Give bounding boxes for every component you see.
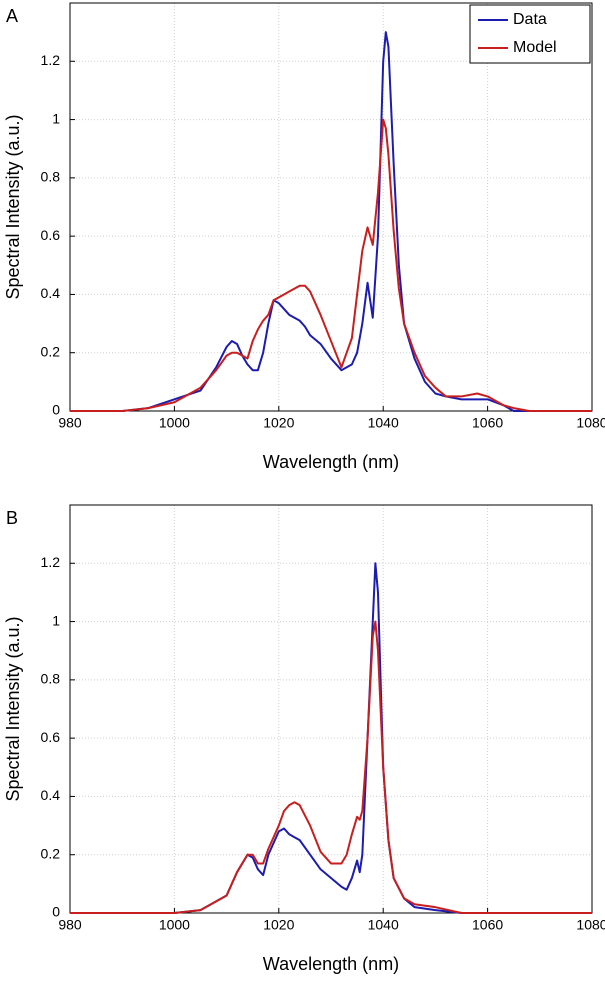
x-tick-label: 1060: [472, 917, 503, 933]
x-tick-label: 1080: [576, 415, 605, 431]
panel-label: A: [6, 6, 18, 26]
y-axis-label: Spectral Intensity (a.u.): [3, 114, 23, 299]
panel-label: B: [6, 508, 18, 528]
y-tick-label: 0.6: [41, 227, 61, 243]
data-line: [70, 118, 592, 412]
y-tick-label: 0.2: [41, 343, 61, 359]
x-tick-label: 980: [58, 917, 82, 933]
y-tick-label: 0.4: [41, 787, 61, 803]
data-line: [70, 620, 592, 914]
x-tick-label: 980: [58, 415, 82, 431]
legend-box: [469, 4, 591, 64]
x-axis-label: Wavelength (nm): [263, 954, 399, 974]
x-tick-label: 1020: [263, 415, 294, 431]
x-axis-label: Wavelength (nm): [263, 452, 399, 472]
y-tick-label: 0.8: [41, 671, 61, 687]
y-tick-label: 0.8: [41, 169, 61, 185]
y-tick-label: 1.2: [41, 52, 61, 68]
data-line: [70, 31, 592, 412]
x-tick-label: 1020: [263, 917, 294, 933]
x-tick-label: 1040: [368, 917, 399, 933]
x-tick-label: 1060: [472, 415, 503, 431]
y-tick-label: 1: [52, 612, 60, 628]
plot-frame: [69, 2, 593, 412]
x-tick-label: 1040: [368, 415, 399, 431]
legend-entry: Data: [513, 11, 547, 28]
x-tick-label: 1080: [576, 917, 605, 933]
y-tick-label: 1.2: [41, 554, 61, 570]
y-tick-label: 0: [52, 904, 60, 920]
y-tick-label: 1: [52, 110, 60, 126]
legend-entry: Model: [513, 39, 557, 56]
y-tick-label: 0.4: [41, 285, 61, 301]
y-tick-label: 0.2: [41, 845, 61, 861]
y-tick-label: 0: [52, 402, 60, 418]
x-tick-label: 1000: [159, 415, 190, 431]
y-axis-label: Spectral Intensity (a.u.): [3, 616, 23, 801]
y-tick-label: 0.6: [41, 729, 61, 745]
plot-frame: [69, 504, 593, 914]
x-tick-label: 1000: [159, 917, 190, 933]
